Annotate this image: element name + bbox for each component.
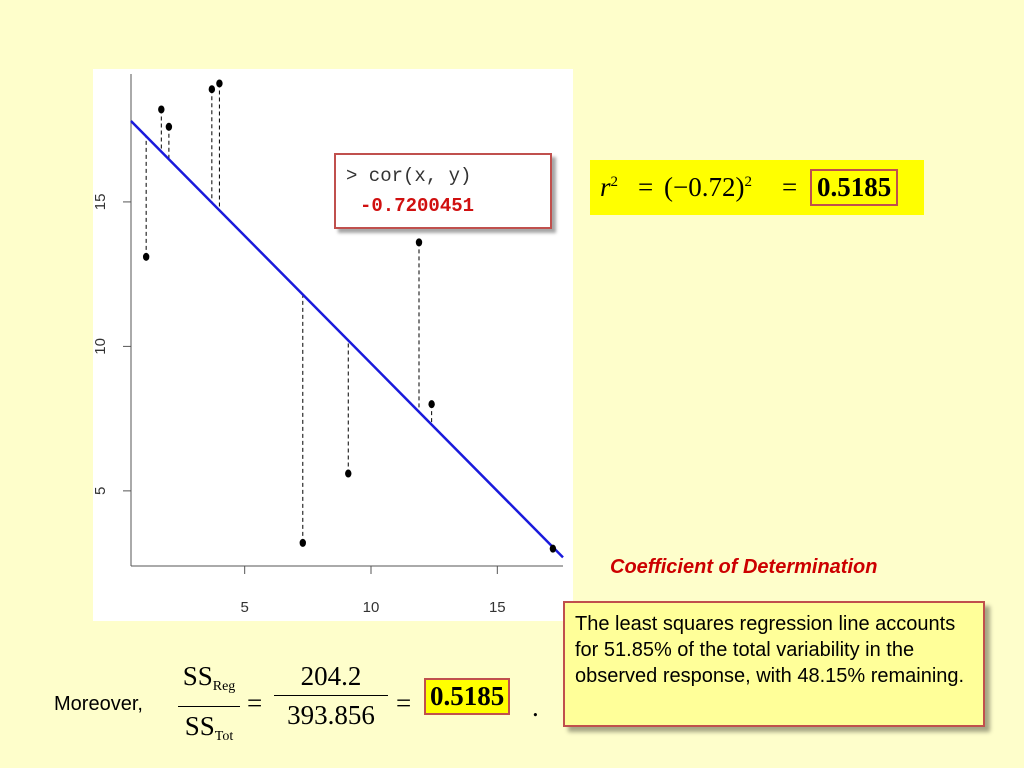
cor-value: -0.7200451 bbox=[360, 195, 475, 217]
y-tick-label-15: 15 bbox=[93, 194, 109, 211]
fraction-bar bbox=[178, 706, 240, 707]
r2-middle: (−0.72) bbox=[664, 172, 745, 202]
r2-equals-1: = bbox=[638, 172, 654, 202]
x-tick-label-15: 15 bbox=[489, 599, 506, 616]
data-point-3 bbox=[165, 122, 173, 131]
data-point-7 bbox=[345, 469, 352, 478]
description-box: The least squares regression line accoun… bbox=[563, 601, 985, 727]
cor-command: > cor(x, y) bbox=[346, 165, 472, 187]
fraction-bar bbox=[274, 695, 388, 696]
ss-ratio-result: 0.5185 bbox=[424, 678, 511, 715]
data-point-6 bbox=[299, 538, 306, 547]
ss-reg-value: 204.2 bbox=[300, 661, 362, 691]
ss-tot-subscript: Tot bbox=[214, 729, 234, 744]
ss-tot-value: 393.856 bbox=[287, 700, 375, 730]
ss-ratio-fraction: SSReg SSTot bbox=[178, 660, 240, 753]
period: . bbox=[532, 692, 539, 722]
y-tick-label-5: 5 bbox=[93, 487, 109, 495]
scatter-plot-panel: 5 10 15 5 10 15 bbox=[93, 69, 573, 621]
r-squared-equation: r2 = (−0.72)2 = 0.5185 bbox=[590, 160, 924, 215]
data-point-10 bbox=[549, 544, 557, 553]
scatter-plot: 5 10 15 5 10 15 bbox=[93, 74, 564, 616]
data-point-4 bbox=[208, 85, 216, 94]
regression-line bbox=[130, 120, 564, 559]
r2-middle-exponent: 2 bbox=[744, 174, 752, 190]
data-point-9 bbox=[428, 400, 435, 409]
x-tick-label-5: 5 bbox=[241, 599, 249, 616]
moreover-label: Moreover, bbox=[54, 693, 143, 715]
r-exponent: 2 bbox=[610, 174, 619, 190]
ss-reg-subscript: Reg bbox=[212, 679, 236, 694]
numeric-fraction: 204.2 393.856 bbox=[274, 660, 388, 731]
r2-result: 0.5185 bbox=[810, 169, 899, 206]
data-point-5 bbox=[216, 79, 223, 88]
r-symbol: r bbox=[600, 172, 611, 202]
y-tick-label-10: 10 bbox=[93, 338, 109, 355]
data-point-1 bbox=[142, 252, 150, 261]
r2-equals-2: = bbox=[782, 172, 798, 202]
ss-tot-symbol: SS bbox=[184, 711, 215, 741]
data-point-2 bbox=[158, 105, 165, 114]
ss-reg-symbol: SS bbox=[182, 661, 213, 691]
equals-sign-1: = bbox=[247, 688, 263, 718]
correlation-output-box: > cor(x, y) -0.7200451 bbox=[334, 153, 552, 229]
section-title: Coefficient of Determination bbox=[610, 556, 878, 578]
data-point-8 bbox=[415, 238, 423, 247]
equals-sign-2: = bbox=[396, 688, 412, 718]
x-tick-label-10: 10 bbox=[363, 599, 380, 616]
